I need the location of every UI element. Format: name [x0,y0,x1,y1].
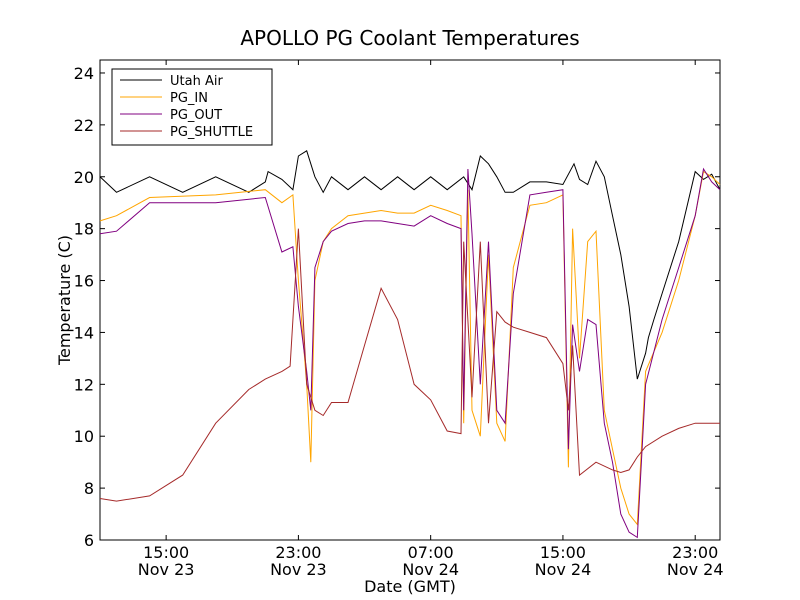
y-tick-label: 22 [74,116,94,135]
legend-label-pg-in: PG_IN [170,91,208,106]
legend: Utah Air PG_IN PG_OUT PG_SHUTTLE [111,68,273,146]
x-tick-label-date: Nov 24 [402,560,459,579]
series-line-utah-air [99,150,721,380]
series-layer [99,150,721,539]
x-tick-label-time: 23:00 [672,543,718,562]
series-line-pg-shuttle [99,228,720,502]
legend-label-pg-shuttle: PG_SHUTTLE [170,125,253,140]
y-tick-label: 24 [74,64,94,83]
legend-label-pg-out: PG_OUT [170,108,222,123]
y-axis-title: Temperature (C) [55,235,74,366]
y-tick-label: 10 [74,427,94,446]
x-tick-label-date: Nov 23 [270,560,327,579]
y-tick-label: 18 [74,220,94,239]
x-tick-label-time: 23:00 [275,543,321,562]
legend-label-utah-air: Utah Air [170,74,223,89]
chart-title: APOLLO PG Coolant Temperatures [240,26,579,50]
series-line-pg-out [99,167,721,539]
y-tick-label: 12 [74,375,94,394]
legend-frame [111,68,273,146]
x-tick-label-date: Nov 24 [667,560,724,579]
x-tick-label-date: Nov 23 [138,560,195,579]
y-tick-label: 6 [84,531,94,550]
x-tick-label-date: Nov 24 [535,560,592,579]
x-tick-label-time: 15:00 [540,543,586,562]
y-tick-label: 14 [74,323,94,342]
x-axis-title: Date (GMT) [364,577,456,596]
x-tick-label-time: 15:00 [143,543,189,562]
y-tick-label: 8 [84,479,94,498]
y-tick-label: 20 [74,168,94,187]
x-tick-label-time: 07:00 [408,543,454,562]
y-tick-label: 16 [74,272,94,291]
